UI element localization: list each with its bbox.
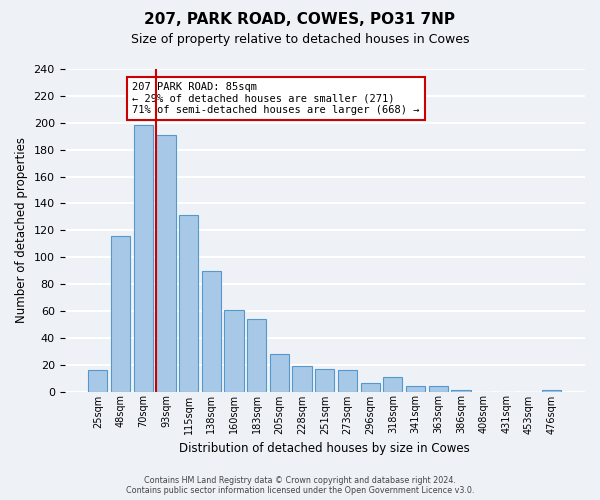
- Text: Contains HM Land Registry data © Crown copyright and database right 2024.
Contai: Contains HM Land Registry data © Crown c…: [126, 476, 474, 495]
- Bar: [247, 319, 266, 392]
- Bar: [202, 270, 221, 392]
- Text: Size of property relative to detached houses in Cowes: Size of property relative to detached ho…: [131, 32, 469, 46]
- Bar: [451, 390, 470, 392]
- Bar: [315, 368, 334, 392]
- X-axis label: Distribution of detached houses by size in Cowes: Distribution of detached houses by size …: [179, 442, 470, 455]
- Bar: [134, 126, 153, 392]
- Bar: [156, 135, 176, 392]
- Bar: [224, 310, 244, 392]
- Bar: [428, 386, 448, 392]
- Bar: [338, 370, 357, 392]
- Text: 207, PARK ROAD, COWES, PO31 7NP: 207, PARK ROAD, COWES, PO31 7NP: [145, 12, 455, 28]
- Bar: [179, 216, 198, 392]
- Bar: [88, 370, 107, 392]
- Bar: [111, 236, 130, 392]
- Bar: [361, 384, 380, 392]
- Text: 207 PARK ROAD: 85sqm
← 29% of detached houses are smaller (271)
71% of semi-deta: 207 PARK ROAD: 85sqm ← 29% of detached h…: [132, 82, 419, 115]
- Bar: [542, 390, 562, 392]
- Bar: [406, 386, 425, 392]
- Y-axis label: Number of detached properties: Number of detached properties: [15, 138, 28, 324]
- Bar: [383, 376, 403, 392]
- Bar: [270, 354, 289, 392]
- Bar: [292, 366, 312, 392]
